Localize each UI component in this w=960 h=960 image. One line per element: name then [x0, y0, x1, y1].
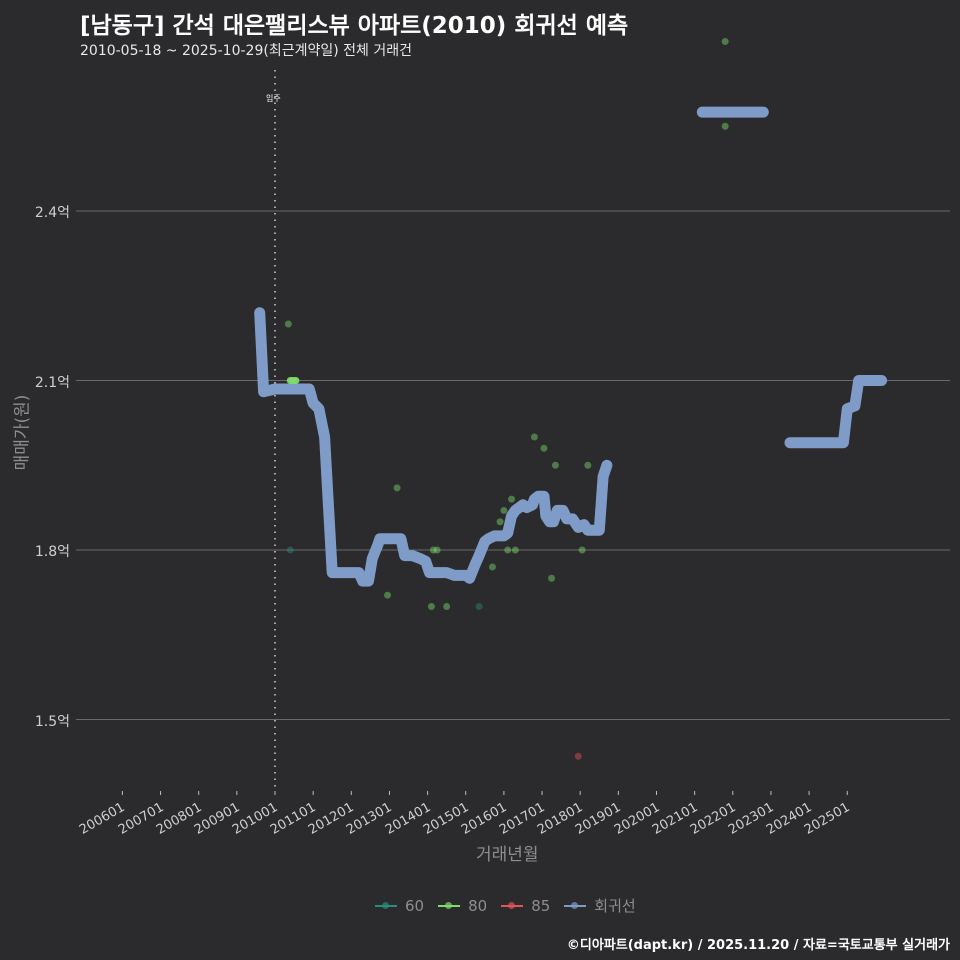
data-point-80 — [433, 546, 441, 554]
y-axis-title: 매매가(원) — [12, 394, 33, 471]
data-point-80 — [508, 495, 516, 503]
legend-item: 80 — [438, 897, 487, 915]
legend-item: 85 — [501, 897, 550, 915]
chart-subtitle: 2010-05-18 ~ 2025-10-29(최근계약일) 전체 거래건 — [80, 43, 412, 59]
y-tick-label: 2.1억 — [34, 374, 70, 391]
legend-key-icon — [375, 899, 397, 913]
legend-key-icon — [501, 899, 524, 913]
data-point-80 — [548, 574, 556, 582]
data-point-80 — [578, 546, 586, 554]
legend-label: 회귀선 — [594, 897, 636, 915]
data-point-60 — [475, 603, 483, 610]
data-point-80 — [429, 546, 437, 554]
legend-key-icon — [564, 899, 587, 913]
regression-line — [254, 106, 888, 587]
data-point-80 — [292, 377, 300, 384]
data-point-80 — [496, 518, 504, 526]
move-in-annotation: 입주 — [266, 94, 281, 103]
y-tick-label: 2.4억 — [34, 205, 70, 221]
data-point-80 — [284, 320, 292, 328]
scatter-points — [284, 38, 729, 760]
data-point-85 — [574, 752, 582, 760]
data-point-80 — [530, 433, 538, 441]
data-point-80 — [551, 461, 559, 469]
data-point-80 — [500, 506, 508, 514]
legend-key-icon — [438, 899, 461, 913]
data-point-80 — [721, 38, 729, 45]
y-tick-label: 1.5억 — [34, 713, 70, 730]
y-tick-label: 1.8억 — [34, 544, 70, 560]
data-point-60 — [286, 546, 294, 554]
footer-credit: ©디아파트(dapt.kr) / 2025.11.20 / 자료=국토교통부 실… — [566, 938, 950, 953]
regression-segment — [254, 307, 613, 587]
data-point-80 — [511, 546, 519, 554]
legend-item: 60 — [375, 897, 424, 915]
grid-lines — [76, 210, 950, 720]
data-point-80 — [504, 546, 512, 554]
legend-label: 60 — [405, 896, 425, 915]
chart-title: [남동구] 간석 대은팰리스뷰 아파트(2010) 회귀선 예측 — [80, 13, 629, 39]
data-point-80 — [584, 461, 592, 469]
x-axis-ticks — [121, 791, 848, 795]
legend-label: 80 — [468, 896, 488, 915]
data-point-80 — [427, 603, 435, 610]
legend-label: 85 — [531, 896, 551, 915]
data-point-80 — [393, 484, 401, 492]
legend: 60 80 85 회귀선 — [375, 895, 644, 916]
legend-item: 회귀선 — [564, 895, 636, 916]
data-point-80 — [488, 563, 496, 571]
regression-segment — [784, 375, 888, 449]
x-axis-title: 거래년월 — [476, 845, 539, 865]
data-point-80 — [443, 603, 451, 610]
data-point-80 — [721, 122, 729, 130]
data-point-80 — [384, 591, 392, 599]
data-point-80 — [540, 444, 548, 452]
